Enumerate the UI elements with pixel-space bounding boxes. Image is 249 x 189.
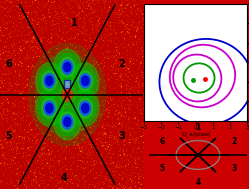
Circle shape bbox=[42, 98, 57, 118]
Text: 2: 2 bbox=[232, 137, 237, 146]
Text: 6: 6 bbox=[159, 137, 164, 146]
Circle shape bbox=[57, 53, 78, 81]
Circle shape bbox=[60, 57, 75, 77]
Circle shape bbox=[29, 43, 106, 146]
Text: 5: 5 bbox=[5, 131, 12, 141]
Circle shape bbox=[78, 71, 93, 91]
Text: 1: 1 bbox=[71, 18, 78, 28]
Circle shape bbox=[54, 49, 81, 85]
Circle shape bbox=[42, 60, 93, 129]
X-axis label: Q_x/pixel: Q_x/pixel bbox=[181, 132, 210, 137]
Text: 3: 3 bbox=[232, 164, 237, 173]
Circle shape bbox=[36, 63, 63, 99]
Circle shape bbox=[64, 91, 70, 98]
Circle shape bbox=[64, 117, 71, 127]
Circle shape bbox=[72, 90, 99, 126]
Text: 4: 4 bbox=[61, 173, 68, 183]
Circle shape bbox=[80, 74, 91, 88]
Circle shape bbox=[80, 101, 91, 115]
Circle shape bbox=[36, 90, 63, 126]
Bar bbox=[64, 80, 70, 88]
Circle shape bbox=[62, 88, 72, 101]
Circle shape bbox=[75, 67, 96, 94]
Circle shape bbox=[46, 76, 53, 85]
Circle shape bbox=[60, 84, 75, 105]
Circle shape bbox=[60, 112, 75, 132]
Circle shape bbox=[75, 94, 96, 122]
Circle shape bbox=[39, 94, 60, 122]
Circle shape bbox=[36, 53, 99, 136]
Circle shape bbox=[42, 71, 57, 91]
Circle shape bbox=[62, 60, 73, 74]
Circle shape bbox=[72, 63, 99, 99]
Circle shape bbox=[82, 104, 89, 113]
Text: 6: 6 bbox=[5, 59, 12, 69]
Circle shape bbox=[82, 76, 89, 85]
Circle shape bbox=[39, 67, 60, 94]
Circle shape bbox=[54, 104, 81, 140]
Text: 3: 3 bbox=[118, 131, 125, 141]
Circle shape bbox=[62, 115, 73, 129]
Text: 4: 4 bbox=[195, 178, 201, 187]
Text: 1: 1 bbox=[195, 123, 201, 132]
Circle shape bbox=[44, 101, 55, 115]
Circle shape bbox=[44, 74, 55, 88]
Circle shape bbox=[57, 108, 78, 136]
Text: 2: 2 bbox=[118, 59, 125, 69]
Circle shape bbox=[64, 62, 71, 72]
Circle shape bbox=[46, 104, 53, 113]
Text: 5: 5 bbox=[159, 164, 164, 173]
Circle shape bbox=[78, 98, 93, 118]
